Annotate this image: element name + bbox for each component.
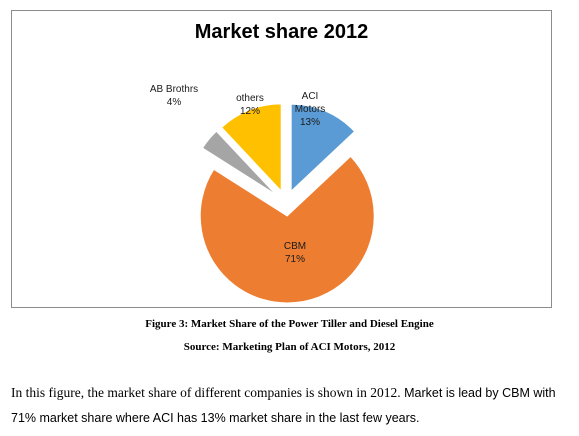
slice-name-others: others: [236, 93, 264, 104]
chart-title: Market share 2012: [194, 21, 369, 43]
pie-slice-ab-brothrs: [201, 130, 277, 196]
slice-label-aci-motors: ACI Motors 13%: [295, 91, 326, 128]
slice-label-ab-brothrs: AB Brothrs 4%: [150, 84, 198, 108]
chart-frame: Market share 2012 ACI Motors 13% CBM 71% AB B…: [11, 10, 552, 308]
pie-slice-aci-motors: [290, 103, 356, 193]
slice-percent-ab-brothrs: 4%: [167, 97, 182, 108]
slice-percent-cbm: 71%: [285, 254, 305, 265]
body-paragraph: In this figure, the market share of diff…: [11, 380, 571, 431]
slice-name-ab-brothrs: AB Brothrs: [150, 84, 198, 95]
pie-slice-others: [220, 103, 282, 193]
slice-percent-aci-motors: 13%: [300, 117, 320, 128]
slice-name-aci-motors: ACI: [302, 91, 319, 102]
pie-chart: ACI Motors 13% CBM 71% AB Brothrs 4% others 12%: [150, 84, 375, 304]
slice-percent-others: 12%: [240, 106, 260, 117]
body-text-part-2: Market is lead by CBM with 71% market sh…: [11, 386, 556, 425]
slice-name-cbm: CBM: [284, 241, 306, 252]
slice-label-others: others 12%: [236, 93, 264, 117]
pie-slice-cbm: [199, 155, 375, 304]
slice-label-cbm: CBM 71%: [284, 241, 306, 265]
source-caption: Source: Marketing Plan of ACI Motors, 20…: [183, 341, 396, 353]
slice-name-aci-motors: Motors: [295, 104, 326, 115]
body-text-part-1: In this figure, the market share of diff…: [11, 385, 401, 400]
figure-caption: Figure 3: Market Share of the Power Till…: [145, 318, 434, 330]
